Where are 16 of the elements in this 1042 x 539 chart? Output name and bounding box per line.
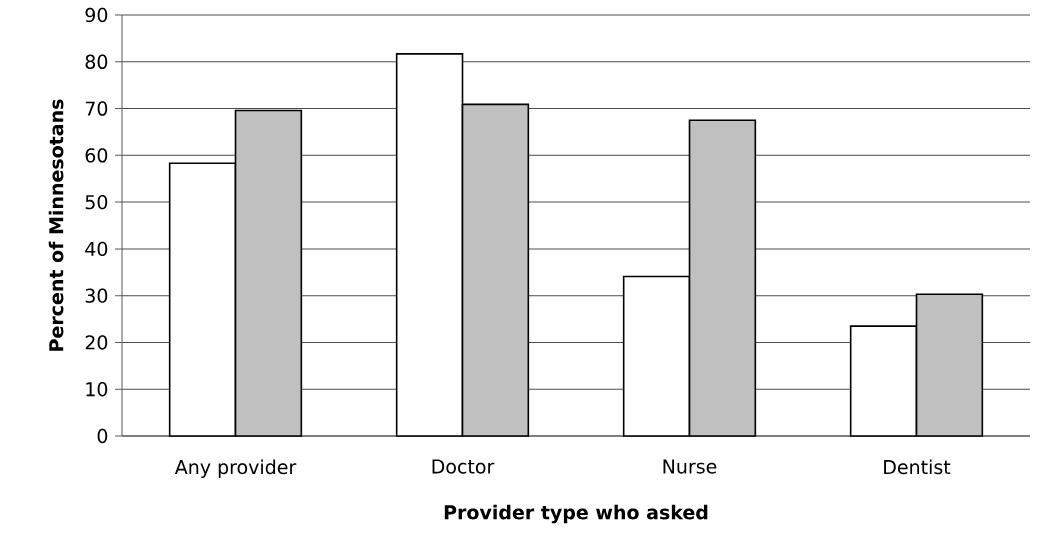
y-tick-label: 80 xyxy=(85,54,108,69)
x-tick-label: Doctor xyxy=(432,459,495,474)
x-axis-title: Provider type who asked xyxy=(444,504,708,524)
y-tick-label: 70 xyxy=(85,101,108,116)
x-tick-label: Nurse xyxy=(663,459,717,474)
y-tick-label: 90 xyxy=(85,7,108,23)
y-tick-label: 40 xyxy=(85,241,108,257)
y-tick-label: 60 xyxy=(85,148,108,163)
y-tick-label: 0 xyxy=(97,428,108,444)
y-tick-label: 10 xyxy=(86,382,108,397)
x-tick-label: Any provider xyxy=(174,459,297,478)
y-tick-label: 30 xyxy=(85,288,108,303)
x-tick-label: Dentist xyxy=(884,459,951,475)
y-tick-label: 50 xyxy=(85,194,108,210)
y-axis-title: Percent of Minnesotans xyxy=(48,99,64,351)
y-tick-label: 20 xyxy=(85,335,108,350)
